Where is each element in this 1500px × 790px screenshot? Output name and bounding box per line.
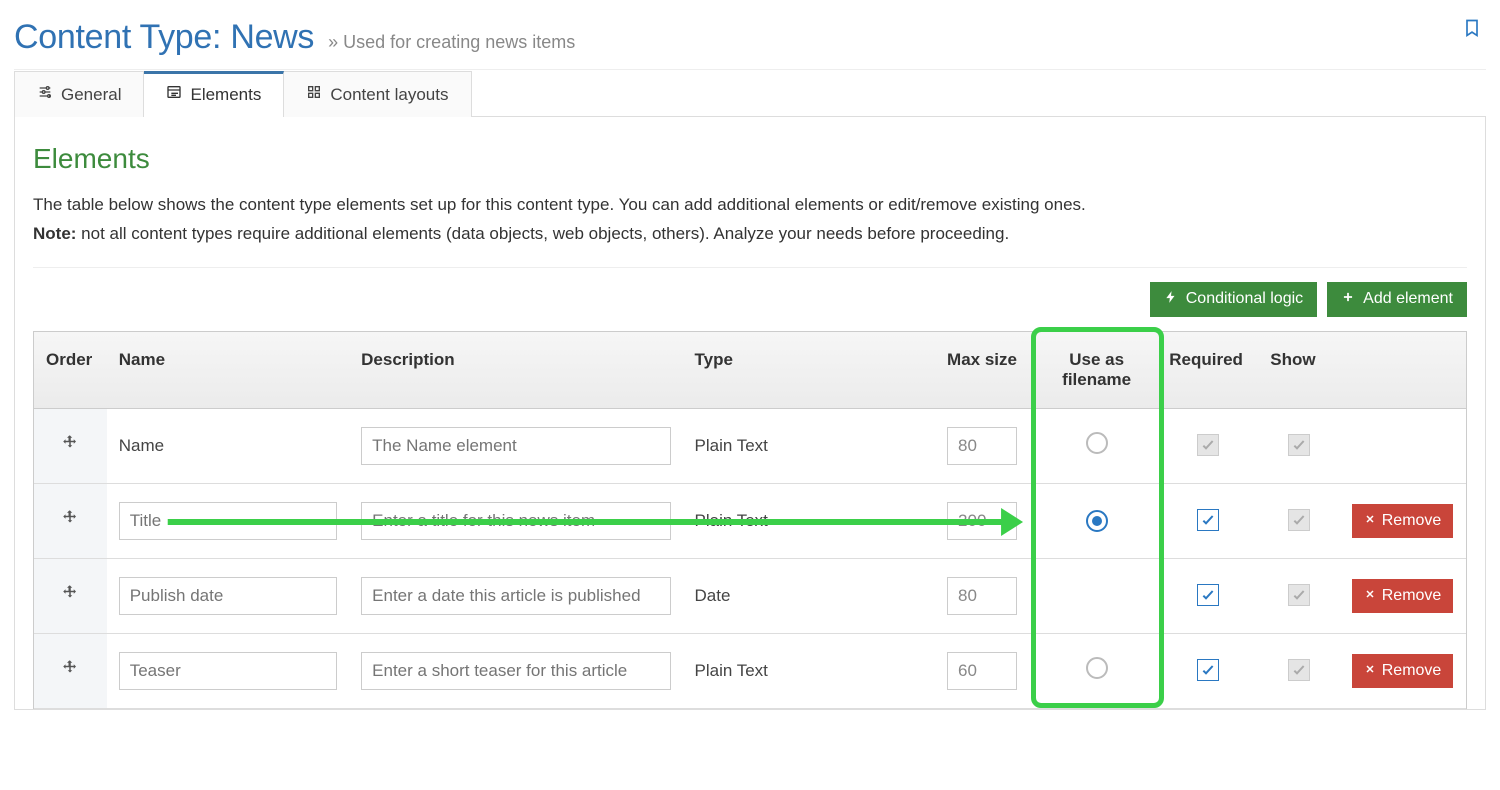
close-icon [1364,512,1376,530]
remove-button[interactable]: Remove [1352,504,1454,538]
element-name-input[interactable] [119,502,337,540]
element-description-input[interactable] [361,577,670,615]
use-as-filename-radio[interactable] [1086,432,1108,454]
element-type-text: Date [683,558,936,633]
table-row: Plain Text Remove [34,483,1466,558]
col-order: Order [34,332,107,409]
add-element-label: Add element [1363,290,1453,308]
col-name: Name [107,332,349,409]
col-max-size: Max size [935,332,1036,409]
remove-label: Remove [1382,587,1442,605]
tab-general[interactable]: General [14,71,144,117]
tabs: General Elements Content layouts [14,70,1486,116]
element-maxsize-input[interactable] [947,652,1017,690]
show-checkbox [1288,584,1310,606]
drag-handle-icon[interactable] [61,434,79,452]
remove-button[interactable]: Remove [1352,654,1454,688]
required-checkbox[interactable] [1197,509,1219,531]
remove-label: Remove [1382,512,1442,530]
table-row: Date Remove [34,558,1466,633]
panel-heading: Elements [33,143,1467,175]
col-show: Show [1258,332,1339,409]
show-checkbox [1288,659,1310,681]
conditional-logic-label: Conditional logic [1186,290,1303,308]
required-checkbox [1197,434,1219,456]
table-row: Plain Text Remove [34,633,1466,708]
tab-content-layouts[interactable]: Content layouts [284,71,471,117]
bookmark-icon[interactable] [1462,18,1482,44]
element-name-input[interactable] [119,577,337,615]
use-as-filename-radio[interactable] [1086,657,1108,679]
panel-note-label: Note: [33,224,76,243]
action-buttons: Conditional logic Add element [33,282,1467,317]
element-maxsize-input[interactable] [947,577,1017,615]
col-actions [1339,332,1466,409]
sliders-icon [37,84,53,105]
list-icon [166,84,182,105]
element-type-text: Plain Text [683,633,936,708]
element-type-text: Plain Text [683,483,936,558]
element-name-text: Name [107,408,349,483]
page-header: Content Type: News Used for creating new… [14,0,1486,70]
panel-intro: The table below shows the content type e… [33,191,1467,249]
panel-intro-text: The table below shows the content type e… [33,195,1086,214]
element-maxsize-input[interactable] [947,502,1017,540]
add-element-button[interactable]: Add element [1327,282,1467,317]
drag-handle-icon[interactable] [61,509,79,527]
tab-elements-label: Elements [190,85,261,105]
required-checkbox[interactable] [1197,584,1219,606]
divider [33,267,1467,268]
show-checkbox [1288,509,1310,531]
drag-handle-icon[interactable] [61,659,79,677]
close-icon [1364,662,1376,680]
element-name-input[interactable] [119,652,337,690]
element-type-text: Plain Text [683,408,936,483]
elements-table: Order Name Description Type Max size Use… [34,332,1466,709]
layout-icon [306,84,322,105]
page-subtitle: Used for creating news items [328,32,575,53]
element-description-input[interactable] [361,652,670,690]
remove-label: Remove [1382,662,1442,680]
element-maxsize-input[interactable] [947,427,1017,465]
show-checkbox [1288,434,1310,456]
col-description: Description [349,332,682,409]
conditional-logic-button[interactable]: Conditional logic [1150,282,1317,317]
plus-icon [1341,290,1355,309]
use-as-filename-radio[interactable] [1086,510,1108,532]
tab-content-layouts-label: Content layouts [330,85,448,105]
tab-general-label: General [61,85,121,105]
required-checkbox[interactable] [1197,659,1219,681]
col-type: Type [683,332,936,409]
elements-table-wrap: Order Name Description Type Max size Use… [33,331,1467,709]
element-description-input[interactable] [361,502,670,540]
panel-note-text: not all content types require additional… [76,224,1009,243]
table-header-row: Order Name Description Type Max size Use… [34,332,1466,409]
drag-handle-icon[interactable] [61,584,79,602]
element-description-input[interactable] [361,427,670,465]
col-use-as-filename: Use as filename [1036,332,1157,409]
table-row: Name Plain Text [34,408,1466,483]
page-title: Content Type: News [14,18,314,57]
col-required: Required [1157,332,1258,409]
close-icon [1364,587,1376,605]
tab-elements[interactable]: Elements [144,71,284,117]
bolt-icon [1164,290,1178,309]
remove-button[interactable]: Remove [1352,579,1454,613]
panel-elements: Elements The table below shows the conte… [14,116,1486,710]
